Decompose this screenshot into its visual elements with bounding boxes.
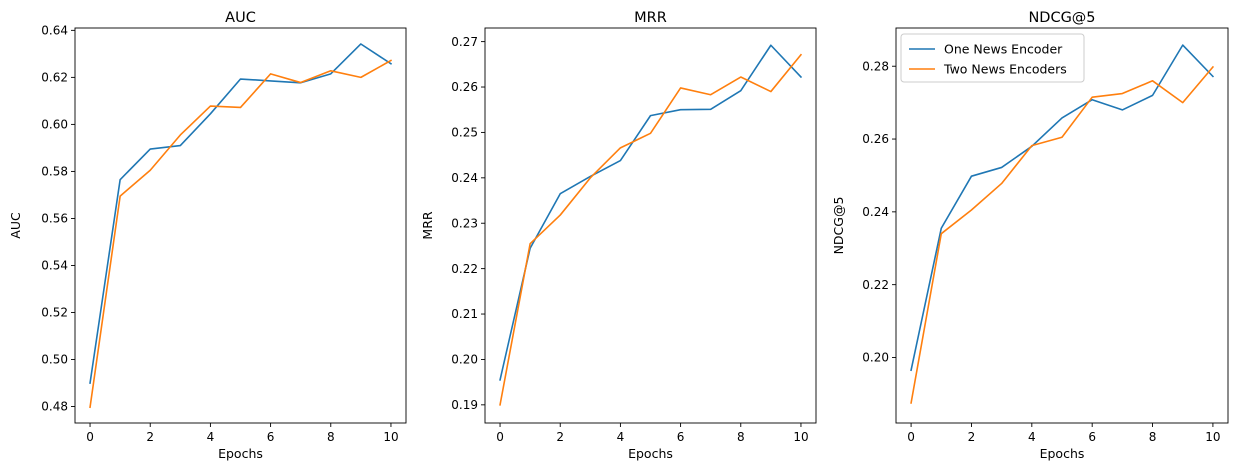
series-line-one-news-encoder [89,43,393,384]
x-tick-label: 6 [1088,430,1096,444]
x-tick-label: 10 [383,430,398,444]
axes-frame [895,27,1229,424]
series-line-one-news-encoder [910,44,1215,372]
x-tick-label: 2 [146,430,154,444]
chart-title: AUC [225,10,256,26]
x-tick-label: 10 [1205,430,1220,444]
y-tick-label: 0.54 [41,259,68,273]
y-tick-label: 0.58 [41,165,68,179]
y-tick-label: 0.27 [451,35,478,49]
series-line-two-news-encoders [910,65,1215,404]
y-tick-label: 0.56 [41,212,68,226]
y-tick-label: 0.24 [451,171,478,185]
x-axis-label: Epochs [218,446,263,461]
x-tick-label: 8 [1149,430,1157,444]
x-axis-label: Epochs [1040,446,1085,461]
y-tick-label: 0.62 [41,71,68,85]
y-tick-label: 0.64 [41,24,68,38]
chart-title: MRR [634,10,667,26]
x-tick-label: 2 [968,430,976,444]
x-tick-label: 0 [496,430,504,444]
legend: One News Encoder Two News Encoders [900,33,1085,83]
y-tick-label: 0.50 [41,353,68,367]
y-tick-label: 0.25 [451,126,478,140]
x-tick-label: 4 [1028,430,1036,444]
y-axis-label: NDCG@5 [831,197,846,255]
x-tick-label: 8 [327,430,335,444]
y-tick-label: 0.20 [862,351,889,365]
y-tick-label: 0.60 [41,118,68,132]
axes-frame [74,27,407,424]
y-tick-label: 0.52 [41,306,68,320]
x-tick-label: 8 [737,430,745,444]
y-tick-label: 0.28 [862,59,889,73]
y-axis-label: AUC [8,212,23,239]
x-tick-label: 2 [556,430,564,444]
y-axis-label: MRR [420,211,435,239]
y-tick-label: 0.48 [41,400,68,414]
subplot-mrr: 0 2 4 6 8 10 0.19 0.20 0.21 0.22 0.23 0.24 0.25 0.26 0… [420,10,817,461]
legend-label: One News Encoder [944,41,1063,56]
y-tick-label: 0.20 [451,353,478,367]
y-tick-label: 0.26 [451,80,478,94]
y-tick-label: 0.24 [862,205,889,219]
x-axis-label: Epochs [628,446,673,461]
x-tick-label: 0 [907,430,915,444]
chart-title: NDCG@5 [1028,10,1095,26]
series-line-two-news-encoders [499,53,803,406]
x-tick-label: 4 [207,430,215,444]
y-tick-label: 0.22 [451,262,478,276]
y-tick-label: 0.21 [451,307,478,321]
x-tick-label: 4 [617,430,625,444]
x-tick-label: 6 [677,430,685,444]
series-line-one-news-encoder [499,44,803,381]
y-tick-label: 0.26 [862,132,889,146]
x-tick-label: 0 [86,430,94,444]
y-tick-label: 0.23 [451,216,478,230]
subplot-auc: 0 2 4 6 8 10 0.48 0.50 0.52 0.54 0.56 0.58 0.60 0.62 0… [8,10,407,461]
axes-frame [484,27,817,424]
legend-box [900,33,1085,83]
y-tick-label: 0.22 [862,278,889,292]
x-tick-label: 6 [267,430,275,444]
subplot-ndcg5: 0 2 4 6 8 10 0.20 0.22 0.24 0.26 0.28 NDCG@5 Epochs N… [831,10,1229,461]
legend-label: Two News Encoders [943,61,1067,76]
y-tick-label: 0.19 [451,398,478,412]
x-tick-label: 10 [793,430,808,444]
series-line-two-news-encoders [89,59,393,409]
